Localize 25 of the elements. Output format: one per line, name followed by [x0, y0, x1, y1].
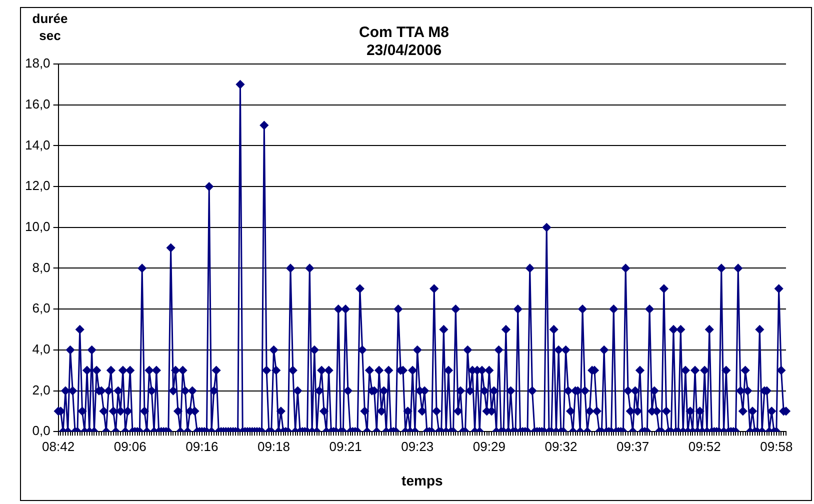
y-tick-label: 18,0 — [24, 56, 50, 71]
x-tick-label: 09:32 — [544, 438, 578, 454]
chart-subtitle: 23/04/2006 — [366, 42, 442, 60]
x-axis-title: temps — [402, 472, 443, 488]
y-tick-label: 8,0 — [32, 260, 50, 275]
y-tick-label: 4,0 — [32, 341, 50, 356]
y-tick-label: 0,0 — [32, 423, 50, 438]
x-tick-label: 09:23 — [401, 438, 434, 454]
y-tick-label: 2,0 — [32, 382, 50, 398]
x-tick-label: 09:06 — [114, 438, 146, 454]
y-tick-label: 12,0 — [24, 178, 50, 194]
y-tick-label: 6,0 — [32, 300, 50, 316]
x-tick-label: 09:21 — [329, 438, 362, 454]
x-tick-label: 09:37 — [616, 438, 650, 454]
x-tick-label: 09:29 — [472, 438, 506, 454]
y-tick-label: 10,0 — [24, 218, 50, 234]
chart-title: Com TTA M8 — [359, 24, 449, 42]
x-tick-label: 09:18 — [257, 438, 290, 454]
y-tick-label: 14,0 — [24, 137, 50, 152]
y-tick-label: 16,0 — [24, 96, 50, 112]
y-axis-title: durée sec — [31, 10, 69, 44]
x-tick-label: 08:42 — [42, 438, 75, 454]
x-tick-label: 09:16 — [186, 438, 218, 454]
x-tick-label: 09:58 — [760, 438, 793, 454]
x-tick-label: 09:52 — [688, 438, 721, 454]
